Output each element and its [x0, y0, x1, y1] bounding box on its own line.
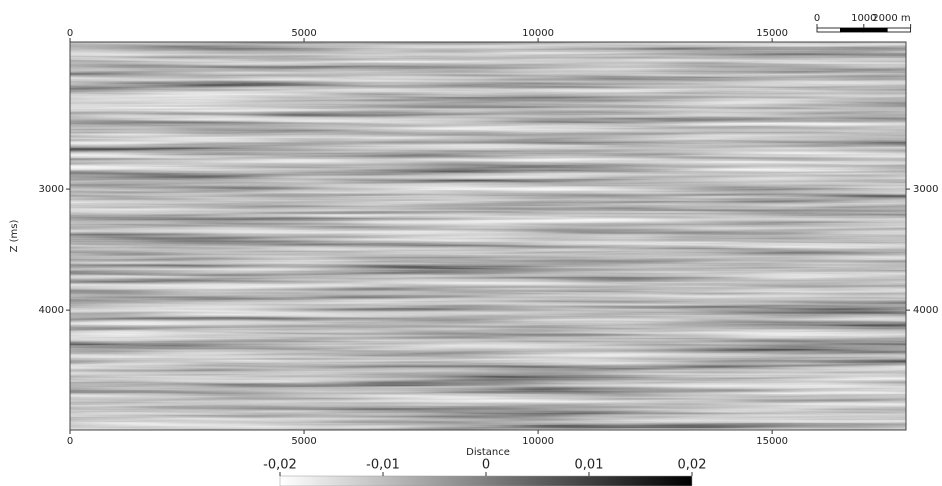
colorbar-tick-label: -0,02 [263, 458, 297, 473]
colorbar-tick-label: -0,01 [366, 458, 400, 473]
x-tick-label-top: 10000 [522, 28, 554, 39]
scale-bar-segment [863, 27, 888, 33]
x-tick-label-top: 0 [67, 28, 73, 39]
colorbar-tick-label: 0,01 [575, 458, 604, 473]
x-tick-label: 10000 [522, 436, 554, 447]
x-tick-label: 5000 [291, 436, 316, 447]
y-tick-label: 4000 [39, 305, 64, 316]
y-tick-label-right: 4000 [913, 305, 938, 316]
x-tick-label-top: 5000 [291, 28, 316, 39]
scale-bar-label: 2000 m [872, 13, 910, 24]
x-tick-label-top: 15000 [756, 28, 788, 39]
y-tick-label: 3000 [39, 184, 64, 195]
seismic-image [70, 42, 906, 430]
x-tick-label: 15000 [756, 436, 788, 447]
scale-bar-segment [840, 27, 865, 33]
scale-bar-label: 0 [814, 13, 820, 24]
colorbar: -0,02 -0,01 0 0,01 0,02 [263, 458, 706, 486]
scale-bar-segment [816, 27, 841, 33]
x-tick-label: 0 [67, 436, 73, 447]
plot-frame [69, 41, 907, 431]
y-axis-label: Z (ms) [9, 220, 20, 253]
scale-bar-segment [886, 27, 912, 33]
scale-bar-label: 1000 [851, 13, 876, 24]
colorbar-tick-label: 0 [482, 458, 490, 473]
colorbar-tick-label: 0,02 [678, 458, 707, 473]
y-tick-label-right: 3000 [913, 184, 938, 195]
colorbar-ramp [279, 475, 693, 486]
x-axis-label: Distance [466, 447, 510, 458]
